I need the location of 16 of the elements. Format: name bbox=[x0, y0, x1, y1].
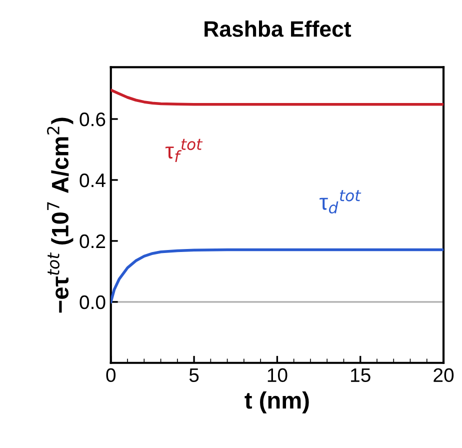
line-series bbox=[110, 88, 444, 106]
y-tick-label: 0.6 bbox=[80, 112, 106, 126]
x-axis-title: t (nm) bbox=[244, 391, 309, 414]
x-tick-label: 20 bbox=[434, 368, 454, 382]
series-label: τ$_{d}$$^{tot}$ bbox=[320, 190, 362, 214]
y-axis-title: −eτ$^{tot}$ (10$^{7}$ A/cm$^{2}$) bbox=[46, 118, 74, 313]
line-series bbox=[110, 248, 444, 304]
y-tick-label: 0.2 bbox=[80, 234, 106, 248]
chart-title: Rashba Effect bbox=[204, 20, 352, 37]
x-tick-label: 15 bbox=[351, 368, 370, 382]
x-tick-label: 0 bbox=[106, 368, 116, 382]
x-tick-label: 10 bbox=[268, 368, 288, 382]
x-tick-label: 5 bbox=[189, 368, 199, 382]
y-tick-label: 0.4 bbox=[80, 173, 106, 188]
series-label: τ$_{f}$$^{tot}$ bbox=[165, 138, 203, 162]
y-tick-label: 0.0 bbox=[80, 295, 106, 310]
